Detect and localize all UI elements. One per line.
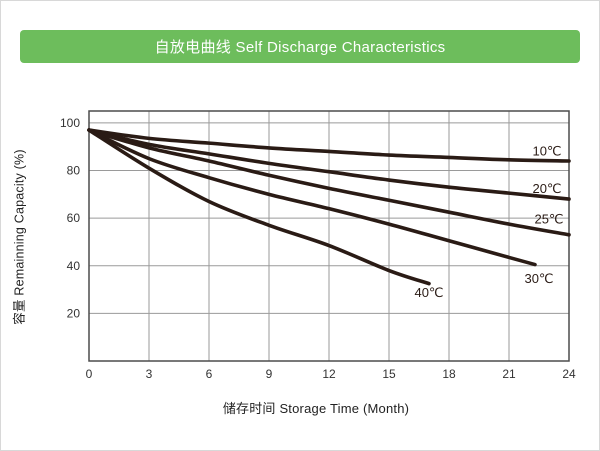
x-tick-label: 3 bbox=[146, 367, 153, 381]
y-tick-label: 80 bbox=[67, 164, 81, 178]
x-tick-label: 15 bbox=[382, 367, 396, 381]
x-tick-label: 21 bbox=[502, 367, 516, 381]
y-tick-label: 100 bbox=[60, 116, 80, 130]
series-label: 40℃ bbox=[414, 285, 443, 300]
x-tick-label: 24 bbox=[562, 367, 576, 381]
x-tick-label: 18 bbox=[442, 367, 456, 381]
curve-25℃ bbox=[87, 128, 571, 237]
page-title: 自放电曲线 Self Discharge Characteristics bbox=[154, 39, 446, 56]
x-tick-label: 12 bbox=[322, 367, 336, 381]
x-axis-title: 储存时间 Storage Time (Month) bbox=[222, 401, 410, 416]
series-label: 10℃ bbox=[532, 143, 561, 158]
curve-30℃ bbox=[87, 128, 537, 267]
plot-area: 10℃ 20℃ 25℃ 30℃ 40℃ 20 40 60 80 100 0 3 6 9 12 15 18 21 24 bbox=[60, 110, 576, 381]
curve-10℃ bbox=[87, 128, 571, 163]
series-label: 25℃ bbox=[534, 212, 563, 227]
y-tick-label: 20 bbox=[67, 306, 81, 320]
y-axis-title: 容量 Remainning Capacity (%) bbox=[12, 149, 27, 325]
curve-40℃ bbox=[87, 128, 431, 286]
series-label: 20℃ bbox=[532, 181, 561, 196]
x-tick-label: 6 bbox=[206, 367, 213, 381]
header-banner: 自放电曲线 Self Discharge Characteristics bbox=[20, 30, 580, 63]
x-tick-label: 9 bbox=[266, 367, 273, 381]
x-tick-label: 0 bbox=[86, 367, 93, 381]
series-label: 30℃ bbox=[524, 271, 553, 286]
curve-20℃ bbox=[87, 128, 571, 201]
y-tick-label: 60 bbox=[67, 211, 81, 225]
y-tick-label: 40 bbox=[67, 259, 81, 273]
